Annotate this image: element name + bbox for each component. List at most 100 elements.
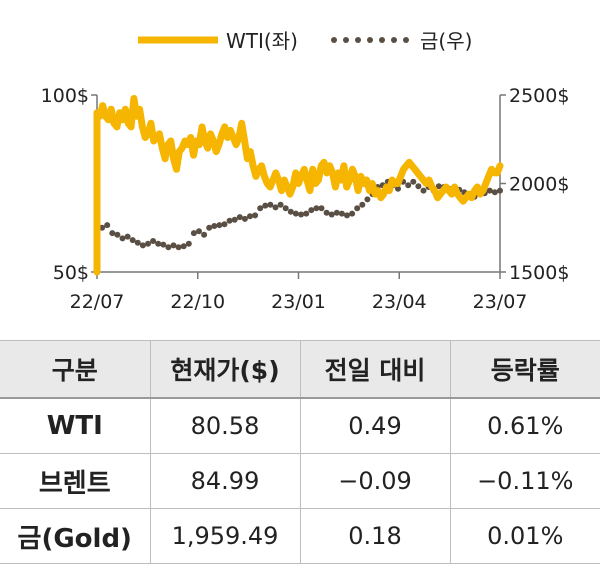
gold-point: [99, 224, 106, 231]
legend: WTI(좌) 금(우): [138, 29, 472, 53]
cell-change-rate: 0.61%: [449, 398, 600, 454]
y-left-tick-label: 50$: [53, 262, 89, 284]
gold-point: [405, 182, 412, 189]
gold-point: [226, 217, 233, 224]
gold-point: [160, 241, 167, 248]
gold-point: [486, 187, 493, 194]
cell-day-change: 0.49: [299, 398, 450, 454]
gold-point: [211, 223, 218, 229]
x-tick-label: 23/01: [271, 291, 326, 313]
gold-point: [491, 189, 498, 196]
gold-point: [277, 201, 284, 208]
legend-dot: [403, 37, 409, 43]
gold-point: [257, 205, 264, 212]
gold-point: [231, 216, 238, 223]
cell-current-price: 1,959.49: [149, 508, 300, 564]
gold-point: [109, 230, 116, 237]
y-right-tick-label: 2500$: [509, 85, 569, 107]
wti-series-line: [93, 95, 504, 276]
gold-point: [292, 210, 299, 217]
gold-point: [318, 205, 325, 212]
gold-point: [323, 209, 330, 216]
gold-point: [165, 244, 172, 251]
gold-point: [272, 204, 279, 211]
gold-point: [303, 210, 310, 217]
y-right-tick-label: 1500$: [509, 262, 569, 284]
row-label: 브렌트: [0, 453, 150, 509]
gold-point: [134, 239, 141, 246]
gold-point: [262, 202, 269, 209]
gold-point: [344, 212, 350, 219]
gold-point: [267, 201, 274, 208]
legend-dot: [343, 37, 349, 43]
gold-point: [420, 187, 427, 194]
y-left-tick-label: 100$: [41, 85, 89, 107]
gold-point: [395, 185, 401, 192]
x-tick-label: 23/07: [473, 291, 528, 313]
legend-dot: [355, 37, 361, 43]
axes: 100$ 50$ 2500$ 2000$ 1500$ 22/07 22/10 23/01 23/…: [41, 85, 570, 313]
legend-dot: [379, 37, 385, 43]
cell-day-change: 0.18: [299, 508, 450, 564]
legend-gold-label: 금(우): [420, 29, 472, 53]
gold-point: [252, 212, 259, 219]
table-row: 금(Gold) 1,959.49 0.18 0.01%: [0, 508, 600, 564]
gold-point: [338, 210, 345, 217]
header-day-change: 전일 대비: [299, 340, 450, 399]
gold-point: [119, 235, 126, 242]
gold-point: [333, 209, 340, 216]
gold-point: [410, 178, 417, 185]
cell-current-price: 80.58: [149, 398, 300, 454]
cell-change-rate: 0.01%: [449, 508, 600, 564]
gold-point: [201, 231, 208, 238]
gold-point: [196, 228, 202, 235]
gold-point: [145, 240, 151, 247]
gold-point: [497, 187, 503, 194]
gold-point: [241, 215, 248, 222]
table-header-row: 구분 현재가($) 전일 대비 등락률: [0, 340, 600, 399]
gold-point: [287, 208, 294, 215]
gold-point: [435, 183, 442, 190]
x-tick-label: 23/04: [372, 291, 427, 313]
price-table: 구분 현재가($) 전일 대비 등락률 WTI 80.58 0.49 0.61%…: [0, 340, 600, 564]
gold-point: [150, 238, 157, 244]
legend-dot: [391, 37, 397, 43]
x-tick-label: 22/10: [170, 291, 225, 313]
price-chart: WTI(좌) 금(우) 100$ 50$ 2500$ 2000$ 1500$ 22/07 2…: [41, 29, 570, 313]
gold-point: [190, 230, 197, 237]
cell-current-price: 84.99: [149, 453, 300, 509]
gold-point: [221, 221, 228, 228]
gold-point: [308, 207, 315, 214]
gold-point: [124, 233, 131, 240]
y-right-tick-label: 2000$: [509, 174, 569, 196]
header-change-rate: 등락률: [449, 340, 600, 399]
gold-point: [328, 211, 335, 218]
gold-point: [170, 242, 177, 249]
gold-point: [114, 231, 121, 238]
gold-point: [313, 205, 320, 212]
gold-point: [247, 213, 253, 220]
gold-point: [298, 211, 305, 218]
gold-point: [206, 224, 213, 231]
gold-point: [359, 201, 366, 208]
row-label: 금(Gold): [0, 508, 150, 564]
x-tick-label: 22/07: [70, 291, 125, 313]
gold-point: [139, 242, 146, 249]
legend-gold-swatch: [331, 37, 409, 43]
gold-point: [364, 196, 371, 203]
gold-point: [185, 240, 192, 247]
cell-change-rate: −0.11%: [449, 453, 600, 509]
legend-dot: [331, 37, 337, 43]
gold-point: [175, 244, 182, 251]
gold-point: [236, 214, 243, 221]
gold-point: [349, 210, 356, 217]
cell-day-change: −0.09: [299, 453, 450, 509]
legend-wti-label: WTI(좌): [226, 29, 298, 53]
table-row: WTI 80.58 0.49 0.61%: [0, 398, 600, 454]
header-category: 구분: [0, 340, 150, 399]
gold-point: [180, 243, 187, 250]
gold-point: [155, 240, 162, 247]
header-current-price: 현재가($): [149, 340, 300, 399]
gold-point: [354, 205, 361, 212]
gold-point: [104, 222, 111, 229]
